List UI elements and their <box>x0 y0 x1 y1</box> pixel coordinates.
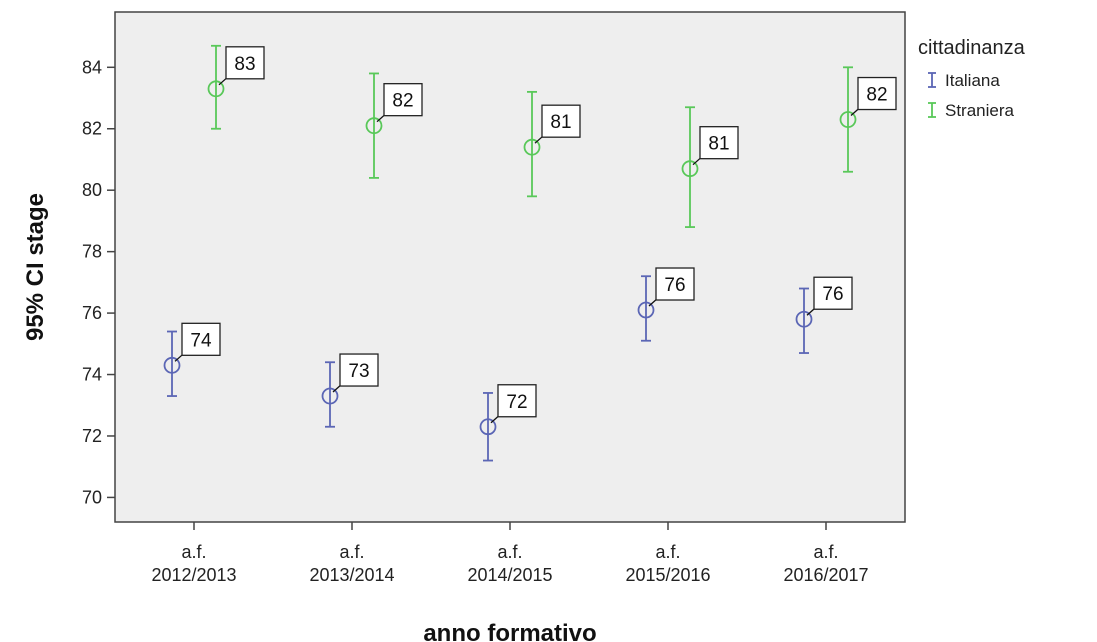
mean-marker <box>365 117 383 135</box>
mean-marker <box>163 356 181 374</box>
y-tick-label: 80 <box>82 180 102 200</box>
mean-marker <box>479 418 497 436</box>
mean-marker <box>681 160 699 178</box>
mean-marker <box>637 301 655 319</box>
data-label-box <box>813 276 853 310</box>
series-layer <box>163 44 857 462</box>
legend: cittadinanza Italiana Straniera <box>918 37 1026 120</box>
data-label-box <box>655 267 695 301</box>
y-axis: 70 72 74 76 78 80 82 84 <box>82 57 115 507</box>
data-labels: 74 73 72 76 76 83 82 81 81 82 <box>174 46 897 424</box>
data-label-box <box>857 76 897 111</box>
mean-marker <box>207 80 225 98</box>
data-label: 74 <box>190 330 212 351</box>
legend-title: cittadinanza <box>918 37 1026 59</box>
x-tick-label: a.f. <box>813 542 838 562</box>
data-label-box <box>699 126 739 160</box>
data-label-box <box>383 83 423 117</box>
data-label: 76 <box>664 275 685 296</box>
x-tick-label: 2013/2014 <box>309 565 394 585</box>
x-tick-label: 2016/2017 <box>783 565 868 585</box>
legend-label-straniera: Straniera <box>945 101 1015 120</box>
y-tick-label: 70 <box>82 487 102 507</box>
mean-marker <box>795 310 813 328</box>
data-label: 73 <box>348 361 369 382</box>
x-tick-label: a.f. <box>497 542 522 562</box>
data-label: 76 <box>822 284 843 305</box>
x-tick-label: 2014/2015 <box>467 565 552 585</box>
y-tick-label: 72 <box>82 426 102 446</box>
y-tick-label: 84 <box>82 57 102 77</box>
data-label: 82 <box>866 85 887 106</box>
data-label: 82 <box>392 91 413 112</box>
legend-label-italiana: Italiana <box>945 71 1000 90</box>
series-italiana <box>163 275 813 462</box>
x-tick-label: a.f. <box>655 542 680 562</box>
y-tick-label: 74 <box>82 365 102 385</box>
data-label-box <box>339 353 379 387</box>
data-label: 81 <box>550 112 571 133</box>
x-tick-label: a.f. <box>181 542 206 562</box>
mean-marker <box>523 138 541 156</box>
y-tick-label: 82 <box>82 119 102 139</box>
data-label: 81 <box>708 134 729 155</box>
series-straniera <box>207 44 857 228</box>
data-label-box <box>541 104 581 138</box>
y-tick-label: 78 <box>82 242 102 262</box>
data-label: 83 <box>234 54 255 75</box>
legend-items: Italiana Straniera <box>928 71 1015 120</box>
x-tick-label: 2012/2013 <box>151 565 236 585</box>
x-axis-title: anno formativo <box>423 620 596 642</box>
y-tick-label: 76 <box>82 303 102 323</box>
y-axis-title: 95% CI stage <box>22 193 49 341</box>
x-tick-label: 2015/2016 <box>625 565 710 585</box>
mean-marker <box>839 111 857 128</box>
data-label-box <box>225 46 265 80</box>
plot-area <box>114 11 906 523</box>
data-label: 72 <box>506 392 527 413</box>
data-label-box <box>497 384 537 418</box>
data-label-box <box>181 322 221 356</box>
x-axis: a.f. 2012/2013 a.f. 2013/2014 a.f. 2014/2015 a… <box>151 522 869 585</box>
x-tick-label: a.f. <box>339 542 364 562</box>
mean-marker <box>321 387 339 405</box>
